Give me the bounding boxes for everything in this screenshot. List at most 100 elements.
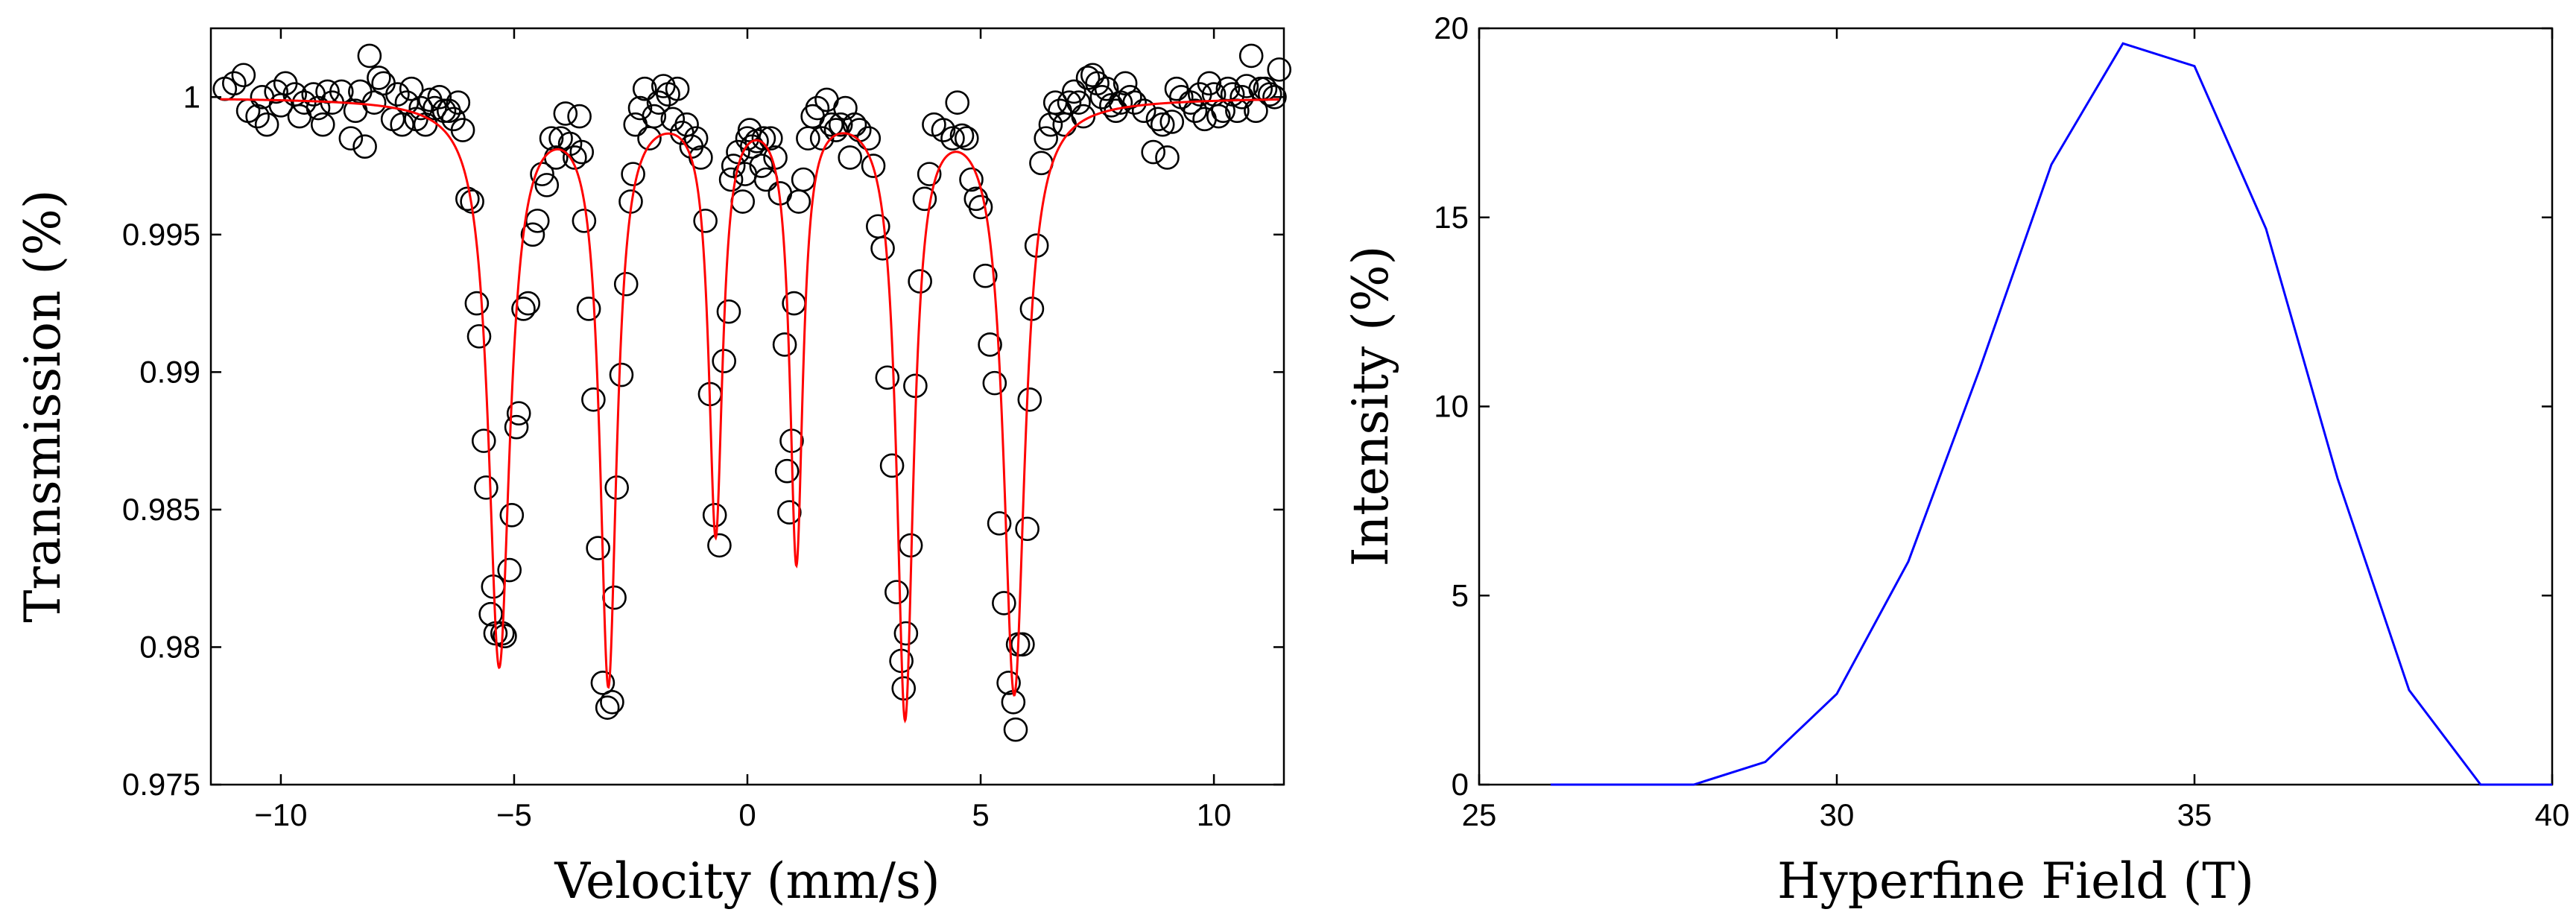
x-tick-label: 10	[1197, 797, 1232, 832]
data-point	[408, 95, 434, 121]
data-point	[856, 126, 882, 151]
data-point	[805, 95, 830, 121]
data-point	[992, 591, 1016, 615]
x-tick-label: 25	[1462, 797, 1497, 832]
data-point	[1131, 98, 1156, 124]
data-point	[1220, 82, 1245, 107]
data-point	[1257, 82, 1282, 107]
data-point	[917, 162, 942, 186]
data-point	[254, 112, 279, 137]
spectrum-y-tick-labels: 0.975 0.98 0.985 0.99 0.995 1	[122, 79, 200, 802]
data-point	[884, 580, 909, 604]
data-point	[774, 458, 800, 484]
data-point	[399, 76, 424, 101]
data-point	[1034, 126, 1058, 151]
data-point	[945, 90, 970, 115]
data-point	[753, 167, 779, 192]
data-point	[973, 263, 998, 288]
data-point	[595, 695, 620, 720]
data-point	[1061, 79, 1086, 104]
distribution-ticks	[1478, 27, 2554, 786]
y-tick-label: 0.995	[122, 217, 200, 252]
data-point	[1197, 71, 1222, 96]
spectrum-fit-curve	[220, 98, 1279, 724]
data-point	[367, 66, 391, 90]
data-point	[471, 428, 496, 453]
data-point	[450, 118, 475, 142]
distribution-y-tick-labels: 0 5 10 15 20	[1434, 10, 1469, 802]
data-point	[777, 500, 802, 525]
data-point	[600, 689, 624, 715]
data-point	[504, 414, 529, 440]
x-tick-label: 5	[972, 797, 989, 832]
data-point	[1017, 387, 1042, 412]
distribution-chart: 25 30 35 40 0 5 10 15 20 Hyperfine Field (T) In…	[1342, 10, 2569, 910]
data-point	[949, 123, 975, 148]
data-point	[338, 126, 364, 151]
data-point	[632, 76, 657, 101]
data-point	[1159, 110, 1185, 134]
data-point	[602, 585, 627, 610]
data-point	[1122, 90, 1147, 115]
data-point	[222, 71, 247, 96]
data-point	[474, 475, 499, 500]
data-point	[1066, 90, 1091, 115]
data-point	[534, 173, 560, 197]
data-point	[772, 332, 797, 357]
data-point	[660, 107, 686, 132]
y-tick-label: 0	[1452, 767, 1469, 802]
data-point	[361, 90, 387, 115]
data-point	[525, 209, 550, 233]
spectrum-data-points	[212, 43, 1292, 742]
data-point	[1141, 139, 1165, 165]
data-point	[627, 95, 653, 121]
data-point	[464, 291, 490, 316]
data-point	[1206, 104, 1231, 129]
data-point	[478, 601, 503, 627]
data-point	[1094, 76, 1119, 101]
data-point	[499, 502, 525, 528]
data-point	[264, 79, 288, 104]
data-point	[987, 511, 1012, 536]
data-point	[497, 557, 522, 583]
data-point	[875, 365, 900, 390]
data-point	[553, 101, 578, 126]
data-point	[352, 134, 377, 159]
data-point	[511, 297, 536, 321]
spectrum-chart: −10 −5 0 5 10 0.975 0.98 0.985 0.99 0.995 1 Veloc…	[14, 27, 1292, 910]
y-tick-label: 10	[1434, 389, 1469, 424]
distribution-y-axis-label: Intensity (%)	[1342, 246, 1399, 567]
data-point	[427, 84, 452, 110]
data-point	[759, 126, 783, 151]
data-point	[576, 297, 601, 321]
y-tick-label: 0.98	[139, 629, 200, 664]
y-tick-label: 1	[183, 79, 200, 114]
data-point	[1183, 98, 1208, 124]
data-point	[291, 90, 317, 115]
y-tick-label: 15	[1434, 200, 1469, 235]
data-point	[1010, 632, 1035, 657]
x-tick-label: 30	[1820, 797, 1855, 832]
data-point	[423, 95, 447, 121]
data-point	[833, 95, 858, 121]
data-point	[646, 90, 671, 115]
data-point	[707, 533, 732, 558]
data-point	[371, 71, 396, 96]
data-point	[683, 126, 709, 151]
data-point	[586, 536, 610, 560]
data-point	[978, 332, 1002, 357]
spectrum-x-tick-labels: −10 −5 0 5 10	[254, 797, 1231, 832]
data-point	[310, 112, 335, 137]
x-tick-label: 40	[2535, 797, 2570, 832]
distribution-x-axis-label: Hyperfine Field (T)	[1777, 852, 2254, 910]
data-point	[716, 299, 741, 324]
data-point	[1211, 98, 1235, 124]
data-point	[1164, 76, 1189, 101]
data-point	[572, 209, 597, 233]
data-point	[791, 167, 816, 192]
y-tick-label: 20	[1434, 10, 1469, 45]
data-point	[613, 271, 639, 297]
data-point	[823, 118, 849, 142]
data-point	[879, 453, 905, 478]
